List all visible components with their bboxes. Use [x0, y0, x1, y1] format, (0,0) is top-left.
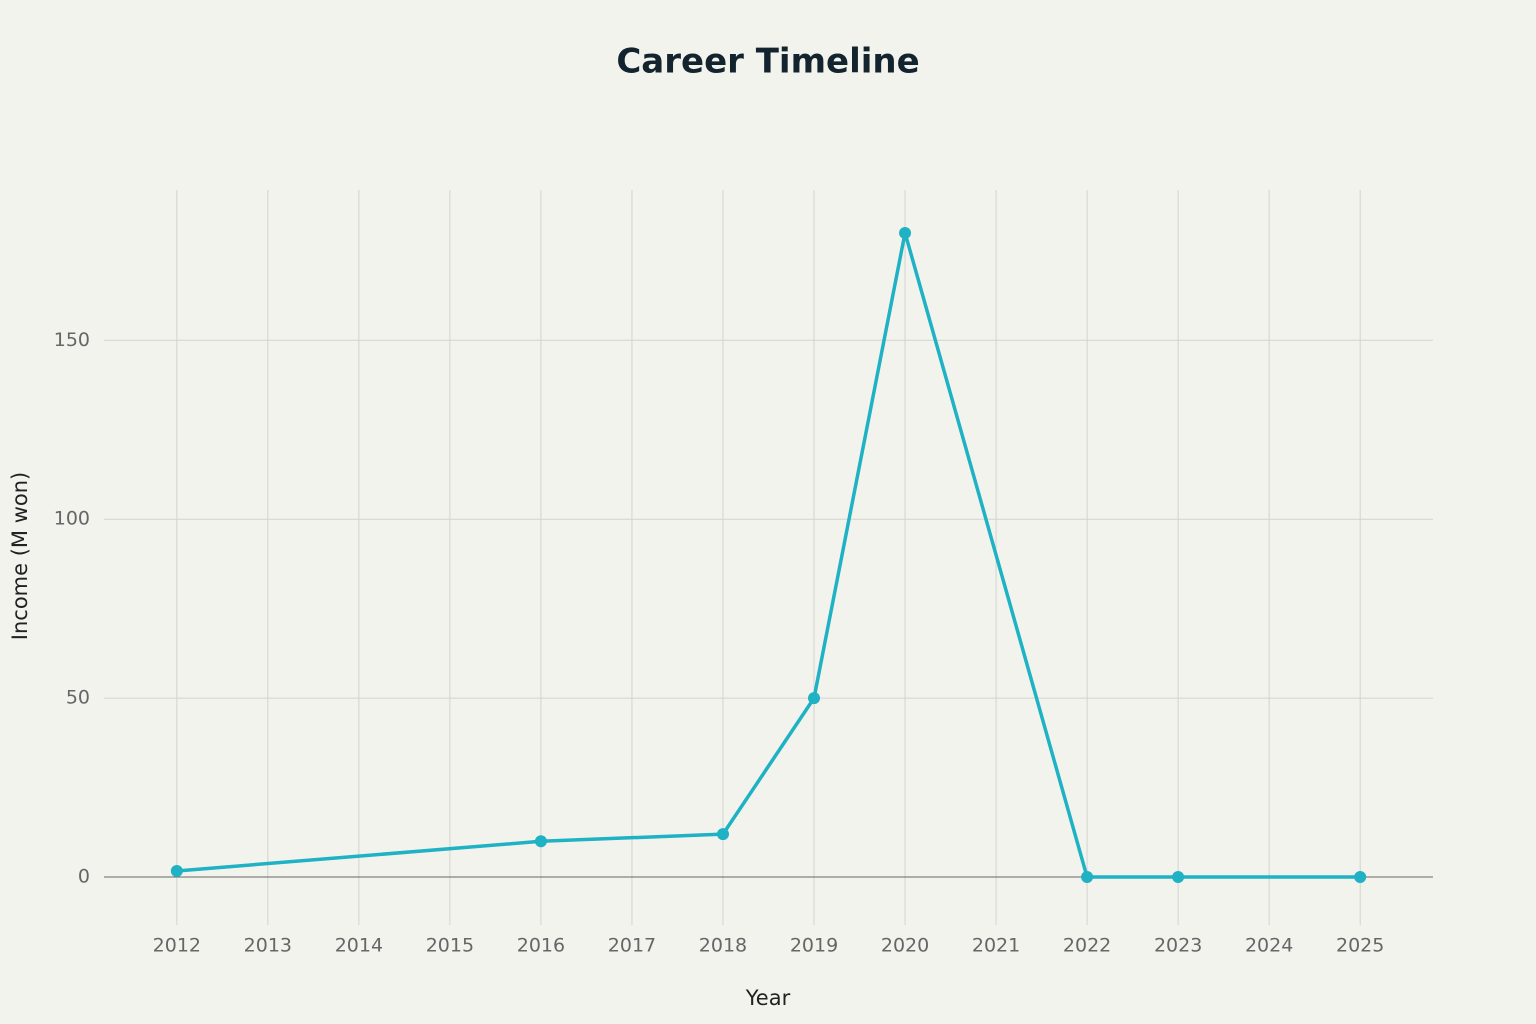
x-tick-label: 2020 — [881, 935, 929, 957]
x-tick-label: 2013 — [244, 935, 292, 957]
y-axis-label: Income (M won) — [8, 472, 32, 640]
x-tick-label: 2017 — [608, 935, 656, 957]
point — [899, 226, 912, 239]
point — [1081, 871, 1094, 884]
x-tick-label: 2014 — [335, 935, 383, 957]
chart-title: Career Timeline — [616, 42, 919, 82]
x-tick-label: 2025 — [1336, 935, 1384, 957]
line — [176, 231, 1361, 879]
y-tick-label: 50 — [66, 687, 90, 709]
point — [534, 835, 547, 848]
x-tick-label: 2019 — [790, 935, 838, 957]
x-axis-label: Year — [745, 986, 791, 1010]
x-tick-label: 2022 — [1063, 935, 1111, 957]
x-tick-label: 2012 — [153, 935, 201, 957]
x-tick-label: 2015 — [426, 935, 474, 957]
y-tick-label: 150 — [54, 329, 90, 351]
x-tick-label: 2018 — [699, 935, 747, 957]
y-tick-label: 100 — [54, 508, 90, 530]
x-tick-label: 2021 — [972, 935, 1020, 957]
point — [170, 864, 183, 877]
point — [1354, 871, 1367, 884]
x-tick-label: 2023 — [1154, 935, 1202, 957]
y-tick-label: 0 — [78, 866, 90, 888]
point — [716, 828, 729, 841]
x-tick-label: 2024 — [1245, 935, 1293, 957]
x-tick-label: 2016 — [517, 935, 565, 957]
point — [1172, 871, 1185, 884]
point — [808, 692, 821, 705]
